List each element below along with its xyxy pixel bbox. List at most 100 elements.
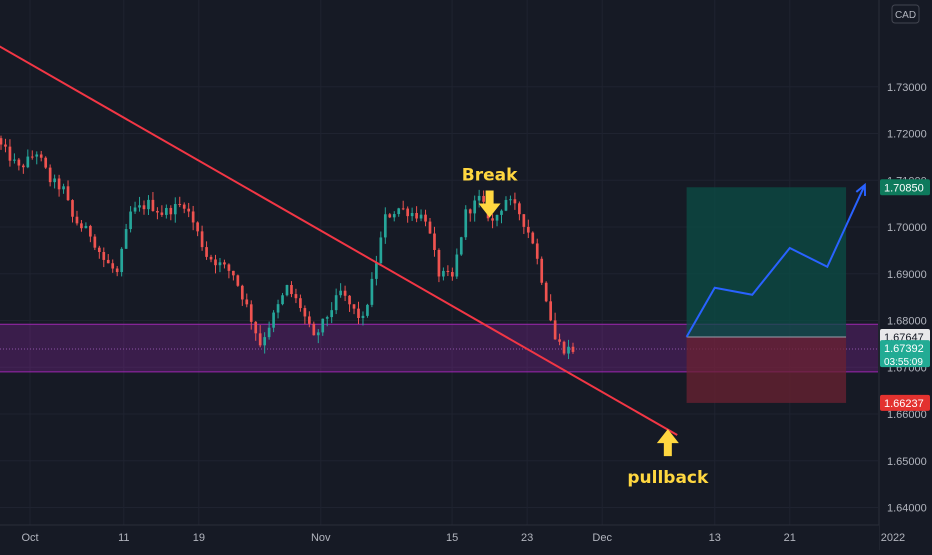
candle-body: [173, 204, 177, 215]
candle-body: [115, 268, 119, 273]
candle-body: [294, 294, 298, 299]
candle-body: [245, 299, 249, 305]
candle-body: [89, 225, 92, 237]
candle-body: [272, 312, 275, 328]
candle-body: [388, 214, 392, 218]
candle-body: [477, 195, 481, 201]
candle-body: [343, 290, 347, 296]
candle-body: [200, 231, 204, 248]
annotation-label: Break: [462, 165, 518, 185]
projection-arrowhead: [855, 182, 867, 196]
candle-body: [397, 208, 401, 215]
candle-body: [442, 270, 445, 277]
candle-body: [276, 304, 280, 313]
candle-body: [357, 308, 360, 319]
candle-body: [182, 204, 186, 209]
currency-badge-label: CAD: [895, 10, 916, 21]
candle-body: [464, 209, 468, 238]
time-axis-bg: [0, 525, 879, 550]
candle-body: [526, 226, 530, 233]
x-tick-label: 19: [193, 532, 205, 544]
candle-body: [339, 290, 342, 296]
candle-body: [218, 262, 222, 266]
candle-body: [571, 346, 575, 352]
candle-body: [71, 200, 74, 217]
y-tick-label: 1.69000: [887, 269, 927, 281]
y-tick-label: 1.70000: [887, 222, 927, 234]
candle-body: [178, 204, 182, 206]
candle-body: [236, 275, 240, 286]
candle-body: [254, 321, 258, 334]
candle-body: [549, 301, 552, 321]
candle-body: [165, 207, 168, 215]
candle-body: [232, 270, 235, 276]
candle-body: [17, 159, 21, 166]
candle-body: [290, 285, 293, 295]
candle-body: [66, 186, 70, 201]
candle-body: [325, 317, 329, 319]
candle-body: [406, 208, 409, 217]
candle-body: [352, 304, 356, 309]
candle-body: [169, 207, 173, 215]
target-zone: [686, 187, 847, 338]
candle-body: [321, 318, 325, 333]
candle-body: [106, 259, 110, 264]
candle-body: [500, 210, 503, 215]
trendline: [0, 45, 678, 436]
annotations: Break pullback: [462, 165, 709, 488]
candle-body: [361, 315, 365, 319]
candle-body: [57, 178, 61, 190]
candle-body: [509, 199, 512, 201]
candle-body: [147, 199, 150, 210]
candle-body: [26, 156, 30, 168]
candle-body: [191, 211, 195, 223]
candle-body: [348, 295, 351, 305]
x-tick-label: 13: [709, 532, 721, 544]
projection-path: [685, 184, 866, 338]
y-tick-label: 1.64000: [887, 503, 927, 515]
candle-body: [392, 214, 396, 218]
candle-body: [299, 298, 302, 309]
candle-body: [504, 199, 508, 211]
candle-body: [13, 159, 16, 161]
candle-body: [415, 212, 418, 219]
currency-badge: [891, 4, 920, 24]
candle-body: [518, 203, 521, 215]
candle-body: [0, 138, 3, 145]
candle-body: [330, 310, 334, 318]
candle-body: [30, 156, 34, 158]
candle-body: [48, 167, 52, 183]
candle-body: [138, 205, 141, 208]
candle-body: [535, 243, 539, 259]
current-price-tag-timer: 03:55:09: [884, 357, 923, 368]
candle-body: [303, 308, 307, 317]
y-tick-label: 1.73000: [887, 82, 927, 94]
current-price-tag: 1.67392: [884, 343, 924, 355]
candle-body: [223, 262, 226, 265]
x-tick-label: 11: [118, 532, 129, 544]
candle-body: [53, 178, 56, 183]
candle-body: [44, 157, 48, 168]
candle-body: [383, 214, 387, 238]
candle-body: [75, 216, 79, 224]
candle-body: [209, 256, 213, 260]
candle-body: [156, 210, 159, 213]
candle-body: [558, 339, 561, 342]
x-tick-label: 15: [446, 532, 458, 544]
candle-body: [540, 258, 544, 283]
candle-body: [249, 304, 253, 322]
arrow-up-icon: [656, 429, 679, 457]
candle-body: [308, 316, 311, 324]
candle-body: [491, 218, 494, 221]
candle-body: [482, 195, 485, 202]
x-tick-label: 23: [521, 532, 533, 544]
target-price-tag: 1.70850: [884, 182, 924, 194]
candle-body: [151, 199, 155, 211]
y-tick-label: 1.66000: [887, 409, 927, 421]
target-price-tag-bg: [880, 179, 930, 196]
candle-body: [102, 251, 106, 260]
x-tick-label: 2022: [881, 532, 905, 544]
